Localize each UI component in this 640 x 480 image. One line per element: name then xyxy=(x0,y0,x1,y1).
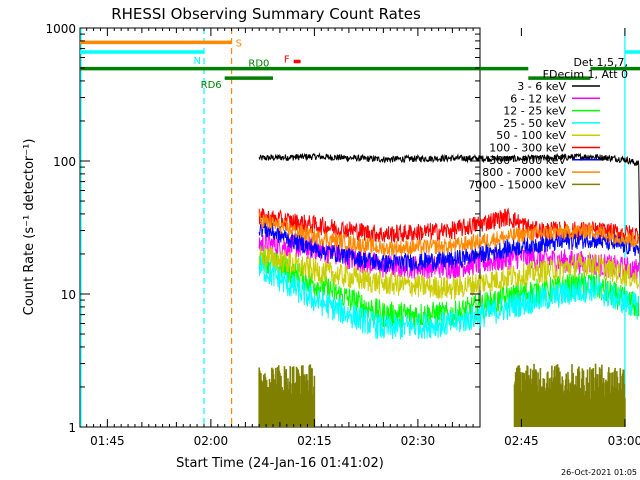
series-line-100-300keV xyxy=(258,207,640,244)
legend-label: 6 - 12 keV xyxy=(510,92,566,105)
y-tick-label: 1000 xyxy=(45,22,76,36)
series-line-300-800keV xyxy=(258,219,640,273)
flag-label-f: F xyxy=(284,54,290,65)
legend-label: 7000 - 15000 keV xyxy=(468,178,566,191)
y-tick-label: 100 xyxy=(53,155,76,169)
x-tick-label: 01:45 xyxy=(90,434,125,448)
plot-area: S N F RD0 RD6 xyxy=(79,27,640,428)
legend-header-1: Det 1,5,7, xyxy=(573,56,628,69)
x-tick-label: 03:00 xyxy=(608,434,640,448)
series-line-50-100keV xyxy=(258,245,640,301)
legend-label: 12 - 25 keV xyxy=(503,105,566,118)
x-tick-label: 02:00 xyxy=(194,434,229,448)
y-axis: 1 10 100 1000 xyxy=(45,22,480,435)
x-tick-label: 02:30 xyxy=(401,434,436,448)
timestamp: 26-Oct-2021 01:05 xyxy=(561,468,637,477)
flag-label-s: S xyxy=(236,38,242,49)
legend-label: 100 - 300 keV xyxy=(489,142,566,155)
x-tick-label: 02:15 xyxy=(297,434,332,448)
flag-label-n: N xyxy=(193,56,200,67)
y-axis-label: Count Rate (s⁻¹ detector⁻¹) xyxy=(22,139,37,316)
y-tick-label: 1 xyxy=(68,421,76,435)
chart-title: RHESSI Observing Summary Count Rates xyxy=(111,5,421,23)
y-tick-label: 10 xyxy=(61,288,76,302)
legend-label: 50 - 100 keV xyxy=(496,129,566,142)
legend-label: 3 - 6 keV xyxy=(517,80,566,93)
legend-label: 25 - 50 keV xyxy=(503,117,566,130)
flag-label-rd6: RD6 xyxy=(201,80,222,91)
flag-label-rd0: RD0 xyxy=(248,59,269,70)
x-tick-label: 02:45 xyxy=(504,434,539,448)
series-line-25-50keV xyxy=(258,255,640,340)
legend-label: 300 - 800 keV xyxy=(489,154,566,167)
series-line-800-7000keV xyxy=(258,212,640,257)
series-line-3-6keV xyxy=(258,152,640,300)
x-axis-label: Start Time (24-Jan-16 01:41:02) xyxy=(176,456,384,471)
legend-label: 800 - 7000 keV xyxy=(482,166,566,179)
legend-header-2: FDecim 1, Att 0 xyxy=(543,68,628,81)
